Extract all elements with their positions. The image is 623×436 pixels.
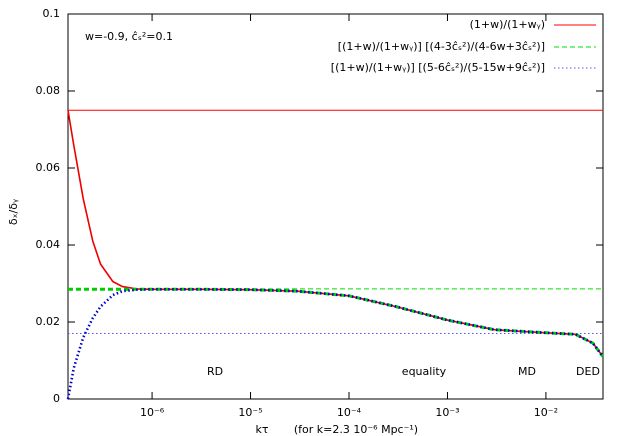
legend-label: (1+w)/(1+wᵧ) [470,18,545,31]
x-axis-label: kτ [256,423,269,436]
curve [68,287,605,358]
annotation: w=-0.9, ĉₛ²=0.1 [85,30,173,43]
x-tick-label: 10⁻⁴ [337,406,362,419]
y-tick-label: 0.1 [43,7,61,20]
y-tick-label: 0 [53,392,60,405]
y-axis-label: δₓ/δᵧ [7,199,20,225]
y-tick-label: 0.02 [36,315,61,328]
curve [66,287,605,400]
era-label: equality [402,365,447,378]
y-tick-label: 0.04 [36,238,61,251]
era-label: RD [207,365,223,378]
era-label: DED [576,365,600,378]
x-tick-label: 10⁻³ [435,406,459,419]
curve [67,110,604,358]
era-label: MD [518,365,536,378]
x-tick-label: 10⁻⁶ [140,406,165,419]
y-tick-label: 0.08 [36,84,61,97]
x-axis-note: (for k=2.3 10⁻⁶ Mpc⁻¹) [294,423,418,436]
y-tick-label: 0.06 [36,161,61,174]
plot-frame [67,13,604,400]
x-tick-label: 10⁻⁵ [238,406,262,419]
legend-label: [(1+w)/(1+wᵧ)] [(4-3ĉₛ²)/(4-6w+3ĉₛ²)] [338,40,545,53]
legend-label: [(1+w)/(1+wᵧ)] [(5-6ĉₛ²)/(5-15w+9ĉₛ²)] [331,61,545,74]
x-tick-label: 10⁻² [534,406,558,419]
